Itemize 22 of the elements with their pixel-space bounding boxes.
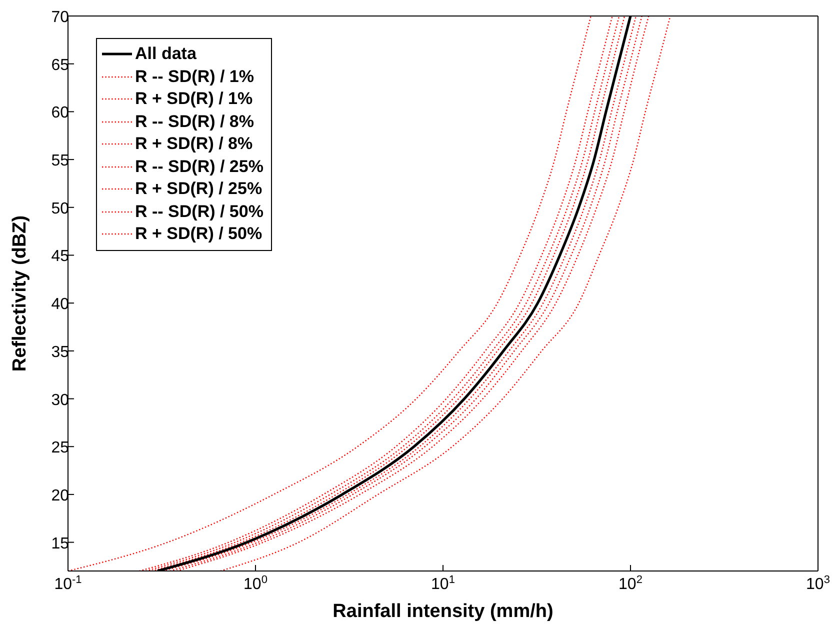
y-axis-title: Reflectivity (dBZ) bbox=[10, 215, 30, 372]
x-tick-label: 10$^{1}$ bbox=[431, 574, 455, 593]
y-tick-label: 35 bbox=[51, 344, 70, 361]
x-tick-label: 10$^{3}$ bbox=[806, 574, 830, 593]
legend-label: R -- SD(R) / 25% bbox=[135, 156, 264, 177]
legend-label: All data bbox=[135, 44, 196, 64]
y-tick-label: 55 bbox=[51, 152, 70, 170]
legend-label: R + SD(R) / 25% bbox=[135, 179, 262, 200]
x-tick-label: 10$^{-1}$ bbox=[54, 574, 82, 593]
legend-label: R + SD(R) / 50% bbox=[135, 224, 262, 244]
y-tick-label: 45 bbox=[51, 248, 70, 266]
y-tick-label: 15 bbox=[51, 535, 70, 552]
x-axis-title: Rainfall intensity (mm/h) bbox=[332, 601, 554, 622]
legend-label: R -- SD(R) / 8% bbox=[135, 112, 254, 132]
y-tick-label: 25 bbox=[51, 440, 70, 457]
legend-label: R + SD(R) / 1% bbox=[135, 89, 253, 110]
x-tick-label: 10$^{2}$ bbox=[618, 574, 642, 593]
legend-label: R -- SD(R) / 50% bbox=[135, 202, 264, 222]
x-tick-label: 10$^{0}$ bbox=[244, 574, 268, 593]
y-tick-label: 65 bbox=[51, 56, 70, 74]
legend-label: R -- SD(R) / 1% bbox=[135, 66, 254, 87]
legend-label: R + SD(R) / 8% bbox=[135, 134, 253, 154]
